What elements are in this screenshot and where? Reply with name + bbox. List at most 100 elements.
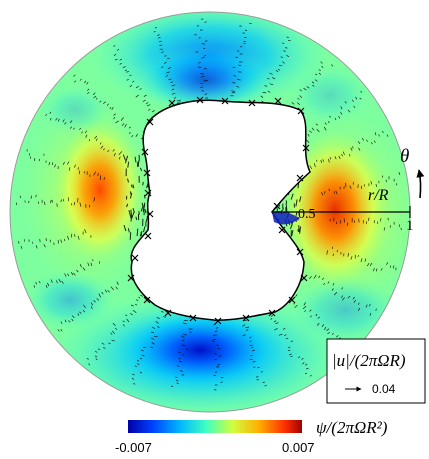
vector-stroke bbox=[287, 346, 291, 349]
vector-stroke bbox=[375, 308, 377, 311]
vector-stroke bbox=[303, 302, 306, 306]
vector-stroke bbox=[368, 303, 371, 307]
vector-stroke bbox=[371, 142, 373, 145]
vector-stroke bbox=[220, 381, 223, 383]
vector-stroke bbox=[135, 133, 138, 137]
vector-stroke bbox=[332, 282, 335, 286]
vector-stroke bbox=[113, 44, 116, 47]
vector-stroke bbox=[95, 358, 98, 361]
vector-stroke bbox=[160, 66, 164, 69]
vector-stroke bbox=[94, 135, 98, 139]
vector-stroke bbox=[280, 56, 283, 58]
vector-stroke bbox=[125, 314, 128, 317]
vector-stroke bbox=[48, 162, 50, 166]
vector-stroke bbox=[83, 304, 86, 309]
vector-stroke bbox=[54, 164, 57, 168]
vector-stroke bbox=[66, 235, 70, 240]
vector-stroke bbox=[329, 115, 332, 118]
vector-stroke bbox=[124, 123, 127, 128]
vector-stroke bbox=[58, 278, 62, 283]
vector-stroke bbox=[143, 346, 146, 348]
vector-stroke bbox=[283, 334, 287, 337]
vector-stroke bbox=[110, 286, 115, 291]
vector-stroke bbox=[32, 241, 34, 244]
vector-stroke bbox=[132, 184, 135, 189]
vector-stroke bbox=[302, 305, 307, 310]
vector-stroke bbox=[128, 126, 131, 129]
radius-label: r/R bbox=[368, 187, 389, 204]
vector-stroke bbox=[73, 202, 76, 206]
vector-stroke bbox=[167, 66, 172, 70]
vector-stroke bbox=[82, 267, 86, 271]
vector-stroke bbox=[273, 320, 277, 323]
vector-stroke bbox=[113, 117, 116, 120]
vector-stroke bbox=[157, 325, 160, 329]
vector-stroke bbox=[34, 158, 36, 162]
vector-stroke bbox=[278, 333, 283, 336]
vector-stroke bbox=[171, 92, 176, 95]
vector-stroke bbox=[302, 362, 305, 365]
vector-stroke bbox=[88, 363, 91, 366]
vector-stroke bbox=[347, 109, 351, 113]
vector-stroke bbox=[35, 245, 38, 249]
vector-stroke bbox=[328, 158, 330, 163]
vector-stroke bbox=[317, 316, 321, 319]
vector-stroke bbox=[311, 81, 315, 84]
vector-stroke bbox=[134, 303, 138, 306]
vector-stroke bbox=[320, 61, 323, 64]
vector-stroke bbox=[171, 84, 176, 87]
vector-stroke bbox=[385, 179, 388, 183]
vector-stroke bbox=[151, 342, 155, 345]
vector-stroke bbox=[182, 354, 185, 356]
vector-stroke bbox=[203, 80, 208, 82]
vector-stroke bbox=[122, 324, 125, 327]
vector-stroke bbox=[318, 69, 321, 72]
vector-stroke bbox=[93, 171, 97, 176]
vector-stroke bbox=[334, 156, 337, 160]
vector-stroke bbox=[182, 333, 187, 336]
vector-stroke bbox=[304, 372, 308, 375]
vector-stroke bbox=[383, 227, 385, 231]
vector-stroke bbox=[138, 296, 141, 299]
vector-stroke bbox=[76, 269, 79, 273]
vector-stroke bbox=[304, 363, 308, 366]
vector-stroke bbox=[139, 357, 143, 360]
vector-stroke bbox=[97, 172, 99, 177]
vector-stroke bbox=[159, 44, 163, 47]
colorbar-title: ψ/(2πΩR²) bbox=[316, 418, 388, 437]
vector-stroke bbox=[386, 134, 389, 137]
vector-stroke bbox=[116, 281, 119, 285]
vector-stroke bbox=[323, 326, 327, 330]
vector-stroke bbox=[101, 342, 105, 345]
vector-stroke bbox=[347, 252, 350, 257]
vector-stroke bbox=[148, 108, 151, 111]
vector-stroke bbox=[84, 80, 87, 84]
vector-stroke bbox=[129, 232, 132, 240]
vector-stroke bbox=[137, 363, 140, 366]
vector-stroke bbox=[129, 74, 132, 77]
vector-stroke bbox=[20, 245, 23, 249]
vector-stroke bbox=[214, 330, 218, 332]
vector-stroke bbox=[340, 111, 343, 115]
vector-stroke bbox=[101, 291, 104, 295]
vector-stroke bbox=[324, 122, 327, 125]
vector-stroke bbox=[308, 130, 313, 133]
vector-stroke bbox=[180, 335, 185, 338]
vector-stroke bbox=[141, 354, 145, 357]
vector-stroke bbox=[338, 155, 341, 160]
vector-stroke bbox=[161, 51, 164, 53]
vector-stroke bbox=[57, 329, 60, 332]
vector-stroke bbox=[95, 138, 98, 142]
vector-stroke bbox=[143, 226, 146, 233]
vector-stroke bbox=[93, 95, 97, 99]
vector-stroke bbox=[142, 99, 146, 102]
vector-stroke bbox=[307, 134, 310, 137]
vector-stroke bbox=[87, 262, 90, 267]
vector-stroke bbox=[309, 309, 312, 312]
vector-stroke bbox=[84, 228, 87, 234]
vector-stroke bbox=[316, 322, 320, 326]
vector-stroke bbox=[375, 268, 378, 272]
vector-stroke bbox=[264, 85, 268, 87]
vector-stroke bbox=[291, 102, 295, 105]
